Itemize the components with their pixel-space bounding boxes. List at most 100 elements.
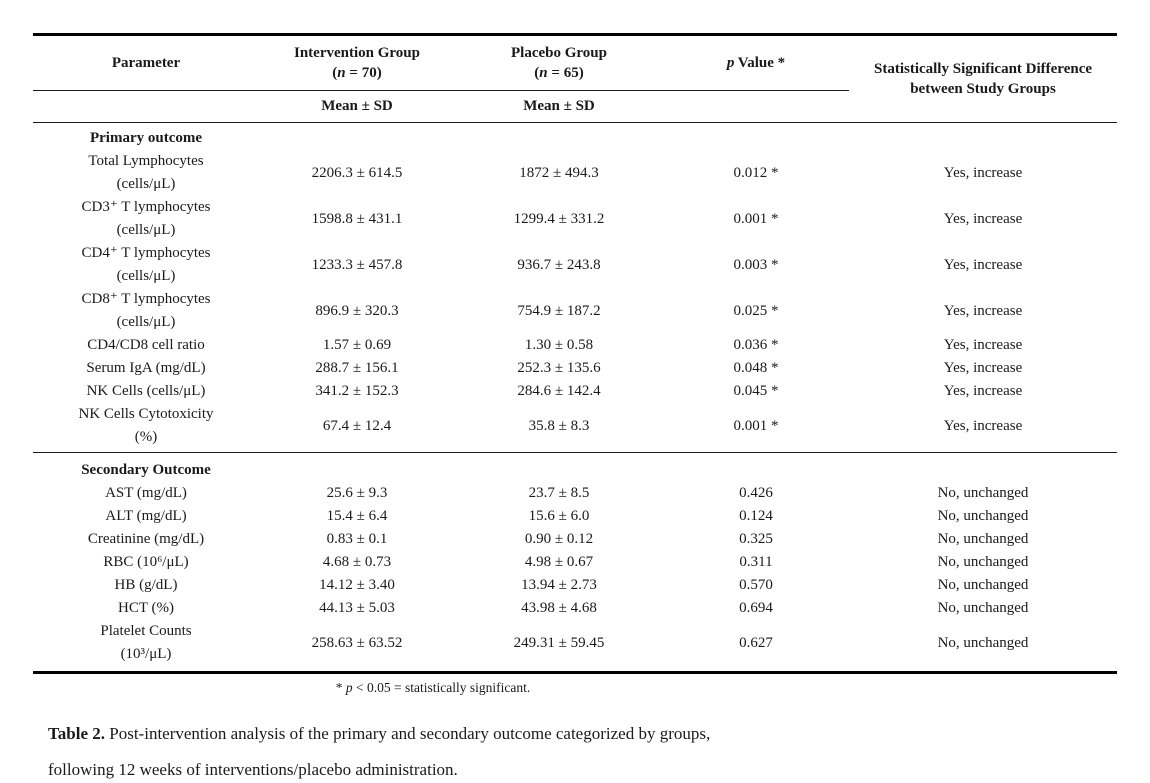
table-row: NK Cells (cells/μL) 341.2 ± 152.3 284.6 … xyxy=(33,380,1117,403)
significance-cell: Yes, increase xyxy=(943,302,1023,319)
caption-label: Table 2. xyxy=(48,724,106,743)
section-row-primary: Primary outcome xyxy=(33,123,1117,151)
param-cell: Platelet Counts (10³/μL) xyxy=(33,620,259,673)
paper-page: Parameter Intervention Group (n = 70) Pl… xyxy=(0,33,1150,783)
p-value-cell: 0.045 * xyxy=(733,383,779,399)
placebo-value-cell: 13.94 ± 2.73 xyxy=(521,577,597,593)
n-symbol: n xyxy=(539,65,548,81)
placebo-value-cell: 249.31 ± 59.45 xyxy=(513,634,605,651)
table-row: CD8⁺ T lymphocytes (cells/μL) 896.9 ± 320… xyxy=(33,288,1117,334)
intervention-value-cell: 15.4 ± 6.4 xyxy=(326,508,388,524)
significance-cell: No, unchanged xyxy=(937,600,1029,616)
significance-cell: No, unchanged xyxy=(937,634,1029,651)
param-line1: Platelet Counts xyxy=(100,623,192,639)
placebo-value-cell: 936.7 ± 243.8 xyxy=(517,256,601,273)
empty-header-cell xyxy=(33,90,259,123)
table-row: Total Lymphocytes (cells/μL) 2206.3 ± 614… xyxy=(33,150,1117,196)
table-row: CD4⁺ T lymphocytes (cells/μL) 1233.3 ± 45… xyxy=(33,242,1117,288)
mean-sd-header-placebo: Mean ± SD xyxy=(455,90,663,123)
table-row: Platelet Counts (10³/μL) 258.63 ± 63.52 2… xyxy=(33,620,1117,673)
significance-cell: No, unchanged xyxy=(937,577,1029,593)
placebo-n: (n = 65) xyxy=(459,63,659,83)
param-cell: CD4/CD8 cell ratio xyxy=(33,334,259,357)
intervention-value-cell: 67.4 ± 12.4 xyxy=(322,417,392,434)
significance-cell: No, unchanged xyxy=(937,554,1029,570)
p-value-cell: 0.627 xyxy=(739,634,773,651)
n-paren-open: ( xyxy=(332,65,338,81)
placebo-value-cell: 252.3 ± 135.6 xyxy=(517,360,601,376)
caption-line1: Table 2. Post-intervention analysis of t… xyxy=(48,716,928,752)
table-row: ALT (mg/dL) 15.4 ± 6.4 15.6 ± 6.0 0.124 … xyxy=(33,505,1117,528)
table-row: Creatinine (mg/dL) 0.83 ± 0.1 0.90 ± 0.1… xyxy=(33,528,1117,551)
footnote-p-symbol: p xyxy=(345,680,353,695)
table-header: Parameter Intervention Group (n = 70) Pl… xyxy=(33,34,1117,123)
p-symbol: p xyxy=(726,55,735,71)
col-header-significance: Statistically Significant Difference bet… xyxy=(849,34,1117,123)
section-filler xyxy=(259,452,1117,482)
intervention-value-cell: 1.57 ± 0.69 xyxy=(322,337,392,353)
footnote-star: * xyxy=(335,680,346,695)
param-line1: HCT (%) xyxy=(118,600,174,616)
param-cell: Total Lymphocytes (cells/μL) xyxy=(33,150,259,196)
placebo-value-cell: 15.6 ± 6.0 xyxy=(528,508,590,524)
header-row-mean-sd: Mean ± SD Mean ± SD xyxy=(33,90,1117,123)
n-count: = 70) xyxy=(345,65,382,81)
intervention-value-cell: 288.7 ± 156.1 xyxy=(315,360,399,376)
param-cell: NK Cells Cytotoxicity (%) xyxy=(33,403,259,453)
param-line1: NK Cells Cytotoxicity xyxy=(78,406,214,422)
results-table: Parameter Intervention Group (n = 70) Pl… xyxy=(33,33,1117,674)
param-cell: CD4⁺ T lymphocytes (cells/μL) xyxy=(33,242,259,288)
n-symbol: n xyxy=(337,65,346,81)
intervention-value-cell: 258.63 ± 63.52 xyxy=(311,634,403,651)
caption-text1: Post-intervention analysis of the primar… xyxy=(105,724,711,743)
param-line1: CD8⁺ T lymphocytes xyxy=(81,291,211,307)
param-line2: (cells/μL) xyxy=(116,222,176,238)
param-cell: Creatinine (mg/dL) xyxy=(33,528,259,551)
intervention-value-cell: 1598.8 ± 431.1 xyxy=(311,210,403,227)
p-value-cell: 0.001 * xyxy=(733,210,779,227)
p-value-cell: 0.036 * xyxy=(733,337,779,353)
param-line2: (cells/μL) xyxy=(116,176,176,192)
mean-sd-header-intervention: Mean ± SD xyxy=(259,90,455,123)
significance-cell: Yes, increase xyxy=(943,256,1023,273)
col-header-parameter: Parameter xyxy=(33,34,259,91)
placebo-value-cell: 4.98 ± 0.67 xyxy=(524,554,594,570)
param-cell: NK Cells (cells/μL) xyxy=(33,380,259,403)
section-label-secondary: Secondary Outcome xyxy=(33,452,259,482)
param-cell: CD3⁺ T lymphocytes (cells/μL) xyxy=(33,196,259,242)
p-value-cell: 0.001 * xyxy=(733,417,779,434)
p-value-cell: 0.311 xyxy=(739,554,773,570)
table-footnote: * p < 0.05 = statistically significant. xyxy=(33,680,833,696)
footnote-text: < 0.05 = statistically significant. xyxy=(352,680,531,695)
significance-cell: No, unchanged xyxy=(937,508,1029,524)
section-label-primary: Primary outcome xyxy=(89,130,203,146)
intervention-value-cell: 1233.3 ± 457.8 xyxy=(311,256,403,273)
significance-cell: Yes, increase xyxy=(943,417,1023,434)
significance-cell: Yes, increase xyxy=(943,164,1023,181)
param-line2: (%) xyxy=(134,429,158,445)
header-row-groups: Parameter Intervention Group (n = 70) Pl… xyxy=(33,34,1117,123)
n-count: = 65) xyxy=(547,65,584,81)
significance-cell: Yes, increase xyxy=(943,383,1023,399)
param-line1: NK Cells (cells/μL) xyxy=(86,383,206,399)
param-line2: (cells/μL) xyxy=(116,314,176,330)
placebo-value-cell: 1.30 ± 0.58 xyxy=(524,337,594,353)
placebo-value-cell: 23.7 ± 8.5 xyxy=(528,485,590,501)
placebo-value-cell: 1299.4 ± 331.2 xyxy=(513,210,605,227)
param-cell: HCT (%) xyxy=(33,597,259,620)
param-cell: ALT (mg/dL) xyxy=(33,505,259,528)
intervention-value-cell: 44.13 ± 5.03 xyxy=(319,600,395,616)
table-row: Serum IgA (mg/dL) 288.7 ± 156.1 252.3 ± … xyxy=(33,357,1117,380)
col-header-p-value: p Value * xyxy=(663,34,849,91)
intervention-title: Intervention Group xyxy=(294,45,420,61)
param-line1: Creatinine (mg/dL) xyxy=(87,531,205,547)
param-line1: RBC (10⁶/μL) xyxy=(103,554,189,570)
param-line1: ALT (mg/dL) xyxy=(105,508,187,524)
intervention-value-cell: 341.2 ± 152.3 xyxy=(315,383,399,399)
table-row: HCT (%) 44.13 ± 5.03 43.98 ± 4.68 0.694 … xyxy=(33,597,1117,620)
p-value-cell: 0.003 * xyxy=(733,256,779,273)
table-row: RBC (10⁶/μL) 4.68 ± 0.73 4.98 ± 0.67 0.3… xyxy=(33,551,1117,574)
param-line1: CD4/CD8 cell ratio xyxy=(87,337,205,353)
p-value-cell: 0.025 * xyxy=(733,302,779,319)
table-row: NK Cells Cytotoxicity (%) 67.4 ± 12.4 35.… xyxy=(33,403,1117,453)
